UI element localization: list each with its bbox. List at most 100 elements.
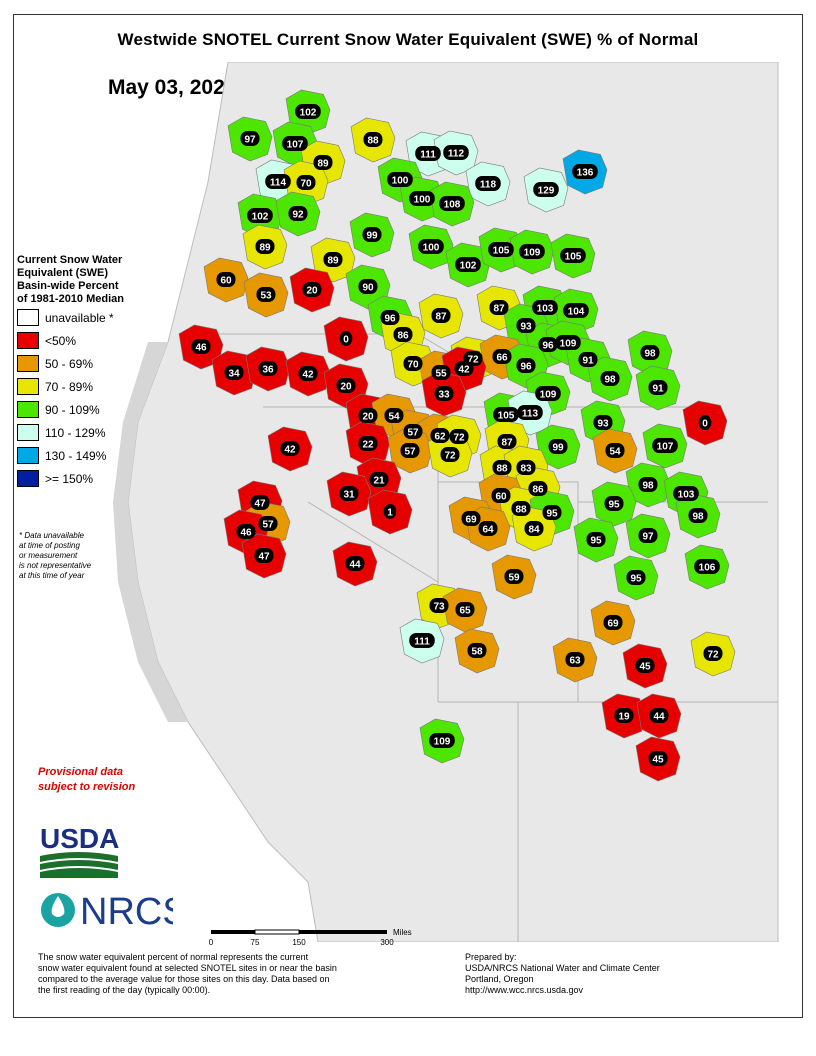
basin-label: 111 <box>409 633 435 648</box>
basin-label: 42 <box>298 366 318 381</box>
basin-label: 72 <box>440 447 460 462</box>
legend-items: unavailable * <50% 50 - 69% 70 - 89% 90 - 10… <box>17 306 157 490</box>
basin-label: 98 <box>600 371 620 386</box>
basin-label: 105 <box>493 407 519 422</box>
svg-text:100: 100 <box>423 243 440 254</box>
legend-item: <50% <box>17 329 157 352</box>
svg-text:106: 106 <box>699 563 716 574</box>
basin-label: 57 <box>258 516 278 531</box>
svg-text:47: 47 <box>258 552 270 563</box>
legend-item: >= 150% <box>17 467 157 490</box>
svg-text:31: 31 <box>343 490 355 501</box>
basin-label: 73 <box>429 598 449 613</box>
basin-label: 88 <box>511 501 531 516</box>
basin-label: 53 <box>256 287 276 302</box>
basin-label: 20 <box>358 408 378 423</box>
svg-text:89: 89 <box>259 243 271 254</box>
svg-text:109: 109 <box>560 339 577 350</box>
basin-label: 92 <box>288 206 308 221</box>
legend-swatch <box>17 309 39 326</box>
map-title: Westwide SNOTEL Current Snow Water Equiv… <box>117 30 699 49</box>
svg-text:42: 42 <box>458 365 470 376</box>
svg-text:98: 98 <box>692 512 704 523</box>
svg-text:88: 88 <box>515 505 527 516</box>
svg-text:53: 53 <box>260 291 272 302</box>
legend-item: 90 - 109% <box>17 398 157 421</box>
basin-label: 100 <box>418 239 444 254</box>
basin-label: 60 <box>491 488 511 503</box>
basin-label: 0 <box>339 331 353 346</box>
svg-text:98: 98 <box>604 375 616 386</box>
basin-label: 57 <box>403 424 423 439</box>
svg-text:118: 118 <box>480 180 497 191</box>
svg-text:99: 99 <box>552 443 564 454</box>
svg-text:1: 1 <box>387 508 393 519</box>
svg-text:93: 93 <box>597 419 609 430</box>
basin-label: 60 <box>216 272 236 287</box>
nrcs-logo: NRCS <box>38 884 188 933</box>
svg-text:34: 34 <box>228 369 240 380</box>
svg-text:58: 58 <box>471 647 483 658</box>
basin-label: 69 <box>461 511 481 526</box>
svg-text:98: 98 <box>644 349 656 360</box>
legend-label: 130 - 149% <box>45 448 107 463</box>
svg-text:72: 72 <box>707 650 719 661</box>
basin-label: 64 <box>478 521 498 536</box>
svg-text:60: 60 <box>220 276 232 287</box>
svg-text:113: 113 <box>522 409 539 420</box>
basin-label: 72 <box>449 429 469 444</box>
svg-text:96: 96 <box>542 341 554 352</box>
nrcs-logo-text: NRCS <box>80 891 173 932</box>
svg-text:47: 47 <box>254 499 266 510</box>
scale-tick-300: 300 <box>380 938 394 947</box>
svg-text:22: 22 <box>362 440 374 451</box>
svg-text:99: 99 <box>366 231 378 242</box>
footer-description: The snow water equivalent percent of nor… <box>38 952 337 995</box>
basin-label: 20 <box>302 282 322 297</box>
svg-text:111: 111 <box>414 637 430 648</box>
legend-item: 50 - 69% <box>17 352 157 375</box>
basin-label: 100 <box>409 191 435 206</box>
svg-text:0: 0 <box>702 419 708 430</box>
basin-label: 95 <box>586 532 606 547</box>
svg-text:42: 42 <box>284 445 296 456</box>
svg-text:45: 45 <box>639 662 651 673</box>
svg-text:87: 87 <box>493 304 505 315</box>
svg-text:72: 72 <box>467 355 479 366</box>
basin-label: 109 <box>429 733 455 748</box>
legend-label: 70 - 89% <box>45 379 94 394</box>
basin-label: 87 <box>431 308 451 323</box>
map-date: May 03, 2020 <box>108 76 237 99</box>
basin-label: 109 <box>555 335 581 350</box>
svg-text:102: 102 <box>252 212 269 223</box>
basin-label: 107 <box>282 136 308 151</box>
basin-label: 95 <box>542 505 562 520</box>
svg-text:103: 103 <box>537 304 554 315</box>
basin-label: 47 <box>254 548 274 563</box>
basin-label: 86 <box>393 327 413 342</box>
basin-label: 114 <box>265 174 291 189</box>
svg-text:98: 98 <box>642 481 654 492</box>
basin-label: 95 <box>626 570 646 585</box>
basin-label: 100 <box>387 172 413 187</box>
svg-text:112: 112 <box>448 149 465 160</box>
basin-label: 45 <box>648 751 668 766</box>
basin-label: 95 <box>604 496 624 511</box>
scale-bar: 0 75 150 300 Miles <box>205 925 435 951</box>
basin-label: 88 <box>492 460 512 475</box>
svg-text:107: 107 <box>287 140 304 151</box>
basin-label: 70 <box>296 175 316 190</box>
svg-text:70: 70 <box>300 179 312 190</box>
svg-text:108: 108 <box>444 200 461 211</box>
svg-text:86: 86 <box>397 331 409 342</box>
svg-text:69: 69 <box>465 515 477 526</box>
svg-text:20: 20 <box>340 382 352 393</box>
legend-item: 70 - 89% <box>17 375 157 398</box>
basin-label: 87 <box>497 434 517 449</box>
basin-label: 103 <box>532 300 558 315</box>
svg-text:95: 95 <box>590 536 602 547</box>
nwcc-link[interactable]: http://www.wcc.nrcs.usda.gov <box>465 985 584 995</box>
scale-unit: Miles <box>393 928 412 937</box>
legend-label: 110 - 129% <box>45 425 106 440</box>
